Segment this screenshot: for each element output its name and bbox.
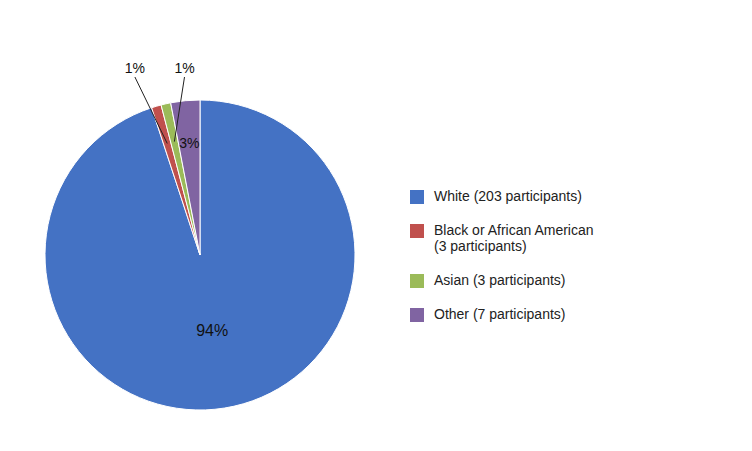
legend-swatch	[410, 274, 424, 288]
legend-swatch	[410, 308, 424, 322]
legend-label: Other (7 participants)	[434, 306, 566, 322]
chart-container: 94% 1% 1% 3% White (203 participants) Black o…	[0, 0, 752, 451]
slices	[45, 100, 355, 410]
data-labels: 94% 1% 1% 3%	[125, 60, 228, 339]
legend-label: Asian (3 participants)	[434, 272, 566, 288]
data-label: 1%	[174, 60, 194, 76]
legend: White (203 participants) Black or African…	[410, 188, 594, 322]
leader-line	[174, 77, 184, 142]
data-label: 94%	[196, 322, 228, 339]
legend-swatch	[410, 190, 424, 204]
pie-slice	[45, 100, 355, 410]
legend-label: Black or African American(3 participants…	[434, 222, 594, 254]
legend-label: White (203 participants)	[434, 188, 582, 204]
legend-swatch	[410, 224, 424, 238]
data-label: 1%	[125, 60, 145, 76]
data-label: 3%	[179, 135, 199, 151]
leader-line	[135, 77, 167, 143]
pie-slice	[171, 100, 200, 255]
chart-svg: 94% 1% 1% 3% White (203 participants) Black o…	[0, 0, 752, 451]
